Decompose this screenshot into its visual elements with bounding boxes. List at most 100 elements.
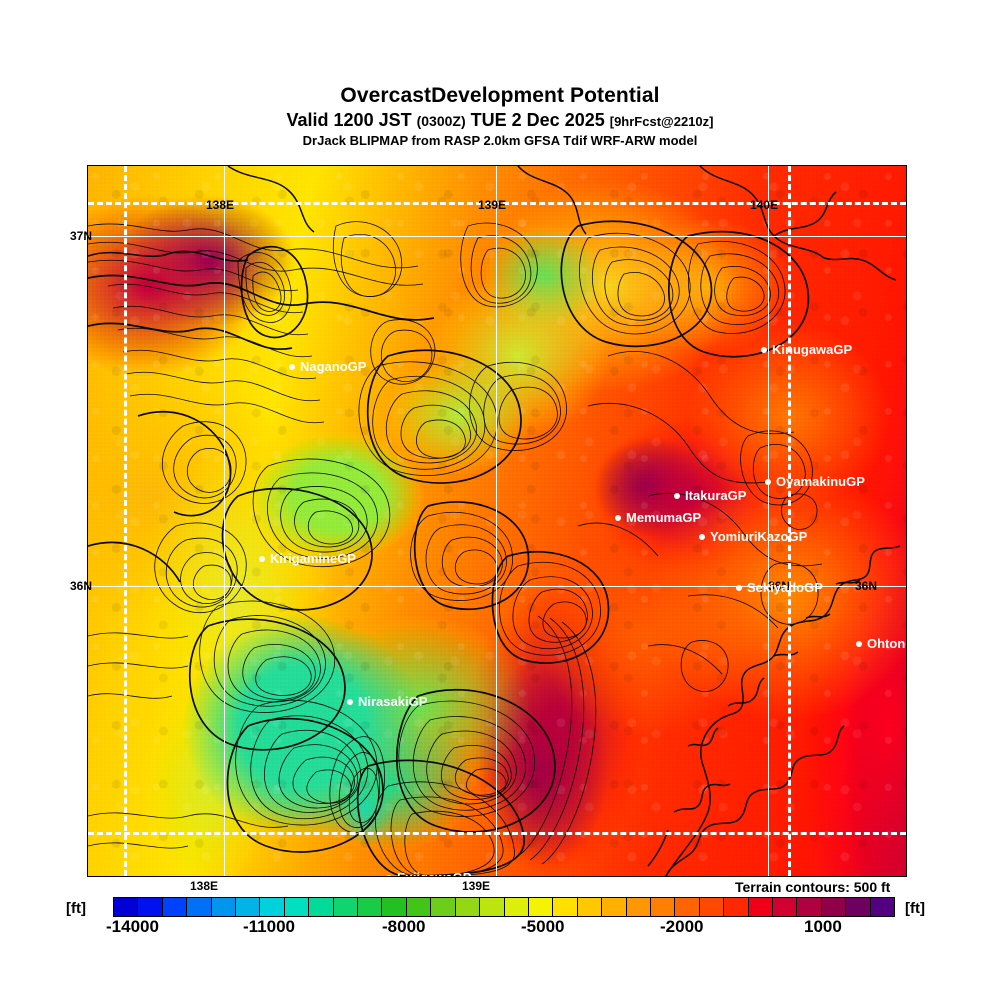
valid-time-line: Valid 1200 JST (0300Z) TUE 2 Dec 2025 [9… bbox=[0, 110, 1000, 131]
station-marker[interactable]: MemumaGP bbox=[615, 510, 701, 524]
colorbar-tick: -14000 bbox=[106, 917, 159, 936]
colorbar-tick: -8000 bbox=[382, 917, 426, 936]
colorbar-swatch bbox=[577, 898, 603, 916]
station-marker[interactable]: FujigawaGP bbox=[386, 870, 471, 876]
station-dot bbox=[674, 492, 680, 499]
colorbar-swatch bbox=[553, 898, 578, 916]
lon-label-138-top: 138E bbox=[206, 198, 235, 212]
station-marker[interactable]: ItakuraGP bbox=[674, 488, 746, 502]
colorbar-swatch bbox=[236, 898, 261, 916]
colorbar-unit-left: [ft] bbox=[66, 900, 86, 917]
station-label: MemumaGP bbox=[626, 510, 702, 526]
station-label: NaganoGP bbox=[300, 359, 367, 375]
map-inner: 138E 139E 140E 36N KinugawaGP OyamakinuG… bbox=[88, 166, 906, 876]
colorbar-unit-right: [ft] bbox=[905, 900, 925, 917]
colorbar-swatch bbox=[284, 898, 310, 916]
colorbar-swatch bbox=[675, 898, 700, 916]
graticule-lat-37 bbox=[88, 236, 906, 237]
station-label: SekiyadoGP bbox=[747, 580, 823, 596]
lat-label-36-right: 36N bbox=[768, 579, 791, 593]
colorbar-swatch bbox=[528, 898, 554, 916]
colorbar[interactable] bbox=[113, 897, 895, 917]
colorbar-swatch bbox=[211, 898, 237, 916]
station-marker[interactable]: SekiyadoGP bbox=[736, 580, 823, 594]
colorbar-swatch bbox=[431, 898, 456, 916]
colorbar-swatch bbox=[480, 898, 505, 916]
colorbar-swatch bbox=[870, 898, 894, 916]
map-plot-area[interactable]: 138E 139E 140E 36N KinugawaGP OyamakinuG… bbox=[87, 165, 907, 877]
station-label: NirasakiGP bbox=[358, 694, 428, 710]
lon-label-139-top: 139E bbox=[478, 198, 507, 212]
colorbar-tick: -5000 bbox=[521, 917, 565, 936]
colorbar-swatch bbox=[406, 898, 432, 916]
station-marker[interactable]: Ohtone bbox=[856, 636, 906, 652]
graticule-lat-36 bbox=[88, 586, 906, 587]
colorbar-swatch bbox=[138, 898, 163, 916]
valid-date: TUE 2 Dec 2025 bbox=[470, 110, 605, 130]
station-dot bbox=[856, 640, 862, 647]
terrain-contours bbox=[88, 166, 906, 876]
domain-boundary-bottom bbox=[88, 832, 906, 835]
station-label: YomiuriKazoGP bbox=[710, 529, 808, 545]
valid-time-main: Valid 1200 JST bbox=[286, 110, 412, 130]
colorbar-tick: -2000 bbox=[660, 917, 704, 936]
colorbar-swatch bbox=[504, 898, 529, 916]
lat-label-36-right-outer: 36N bbox=[855, 579, 878, 593]
colorbar-swatch bbox=[333, 898, 359, 916]
colorbar-swatch bbox=[772, 898, 798, 916]
graticule-lon-138 bbox=[224, 166, 225, 876]
lat-label-37-left: 37N bbox=[70, 229, 93, 243]
station-marker[interactable]: YomiuriKazoGP bbox=[699, 529, 807, 543]
station-marker[interactable]: NirasakiGP bbox=[347, 694, 427, 708]
domain-boundary-left bbox=[124, 166, 127, 876]
station-label: FujigawaGP bbox=[397, 870, 471, 876]
station-dot bbox=[761, 346, 767, 353]
graticule-lon-139 bbox=[496, 166, 497, 876]
station-label: ItakuraGP bbox=[685, 488, 747, 504]
colorbar-tick: 1000 bbox=[804, 917, 842, 936]
colorbar-swatch bbox=[602, 898, 627, 916]
lat-label-36-left: 36N bbox=[70, 579, 93, 593]
graticule-lon-140 bbox=[768, 166, 769, 876]
station-marker[interactable]: KirigamineGP bbox=[259, 551, 356, 565]
lon-label-140-top: 140E bbox=[750, 198, 779, 212]
station-label: KirigamineGP bbox=[270, 551, 356, 567]
colorbar-swatch bbox=[724, 898, 749, 916]
colorbar-swatch bbox=[260, 898, 285, 916]
colorbar-swatch bbox=[455, 898, 481, 916]
forecast-hour: [9hrFcst@2210z] bbox=[609, 114, 714, 129]
page-title: OvercastDevelopment Potential bbox=[340, 84, 660, 107]
colorbar-swatch bbox=[797, 898, 822, 916]
colorbar-swatch bbox=[358, 898, 383, 916]
station-marker[interactable]: OyamakinuGP bbox=[765, 474, 865, 488]
lon-label-139-bottom: 139E bbox=[462, 879, 491, 893]
colorbar-swatch bbox=[748, 898, 773, 916]
colorbar-swatch bbox=[650, 898, 676, 916]
station-dot bbox=[347, 698, 353, 705]
station-dot bbox=[699, 533, 705, 540]
colorbar-swatch bbox=[699, 898, 725, 916]
colorbar-swatch bbox=[162, 898, 188, 916]
lon-label-138-bottom: 138E bbox=[190, 879, 219, 893]
valid-time-utc: (0300Z) bbox=[416, 113, 466, 129]
station-dot bbox=[615, 514, 621, 521]
colorbar-swatch bbox=[846, 898, 871, 916]
colorbar-swatch bbox=[626, 898, 651, 916]
station-label: OyamakinuGP bbox=[776, 474, 865, 490]
station-marker[interactable]: NaganoGP bbox=[289, 359, 366, 373]
terrain-contour-note: Terrain contours: 500 ft bbox=[735, 879, 891, 895]
colorbar-swatch bbox=[187, 898, 212, 916]
colorbar-swatch bbox=[114, 898, 139, 916]
station-label: Ohtone bbox=[867, 636, 906, 652]
station-dot bbox=[289, 363, 295, 370]
colorbar-swatch bbox=[309, 898, 334, 916]
station-dot bbox=[386, 874, 392, 876]
domain-boundary-top bbox=[88, 202, 906, 205]
station-label: KinugawaGP bbox=[772, 342, 853, 358]
colorbar-tick: -11000 bbox=[243, 917, 295, 936]
colorbar-swatch bbox=[821, 898, 847, 916]
station-dot bbox=[765, 478, 771, 485]
station-marker[interactable]: KinugawaGP bbox=[761, 342, 852, 356]
station-dot bbox=[259, 555, 265, 562]
domain-boundary-right bbox=[788, 166, 791, 876]
